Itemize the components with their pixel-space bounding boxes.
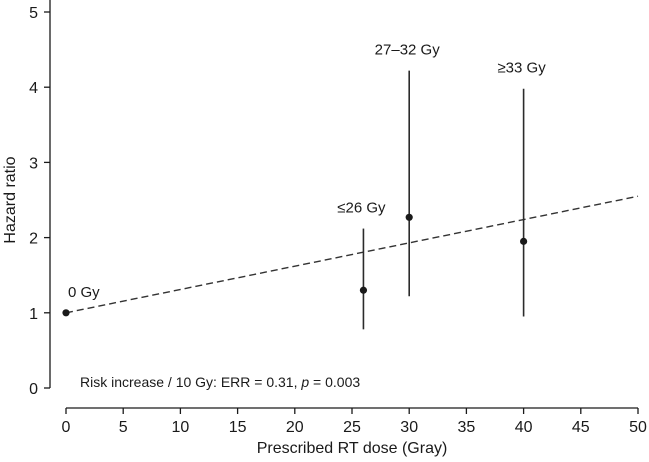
- trend-line: [65, 195, 639, 314]
- point-label: 27–32 Gy: [375, 42, 441, 59]
- x-tick-label: 40: [515, 419, 533, 436]
- risk-annotation: Risk increase / 10 Gy: ERR = 0.31, p = 0…: [80, 374, 360, 390]
- x-tick-label: 30: [400, 419, 418, 436]
- x-tick-label: 45: [572, 419, 590, 436]
- data-point: [62, 309, 70, 317]
- x-tick-label: 35: [458, 419, 476, 436]
- y-tick-label: 5: [29, 5, 38, 22]
- annotation-suffix: = 0.003: [309, 374, 360, 390]
- point-label: 0 Gy: [68, 284, 100, 301]
- y-tick-label: 0: [29, 381, 38, 398]
- point-label: ≥33 Gy: [497, 60, 546, 77]
- x-tick-label: 15: [229, 419, 247, 436]
- y-axis-title: Hazard ratio: [2, 156, 19, 243]
- trend: [65, 195, 639, 314]
- point-label: ≤26 Gy: [337, 200, 386, 217]
- x-tick-label: 25: [343, 419, 361, 436]
- y-tick-label: 2: [29, 231, 38, 248]
- y-tick-label: 3: [29, 155, 38, 172]
- x-tick-label: 5: [119, 419, 128, 436]
- marks: 0 Gy ≤26 Gy 27–32 Gy ≥33 Gy: [62, 42, 546, 330]
- x-tick-label: 0: [62, 419, 71, 436]
- data-point: [405, 213, 413, 221]
- annotation-p-symbol: p: [300, 374, 309, 390]
- data-point: [359, 286, 368, 294]
- data-point: [520, 237, 528, 245]
- x-axis-title: Prescribed RT dose (Gray): [257, 440, 448, 457]
- x-tick-label: 20: [286, 419, 304, 436]
- x-tick-label: 50: [629, 419, 647, 436]
- x-tick-label: 10: [172, 419, 190, 436]
- y-tick-label: 4: [29, 80, 38, 97]
- y-tick-label: 1: [29, 306, 38, 323]
- annotation-prefix: Risk increase / 10 Gy: ERR = 0.31,: [80, 374, 301, 390]
